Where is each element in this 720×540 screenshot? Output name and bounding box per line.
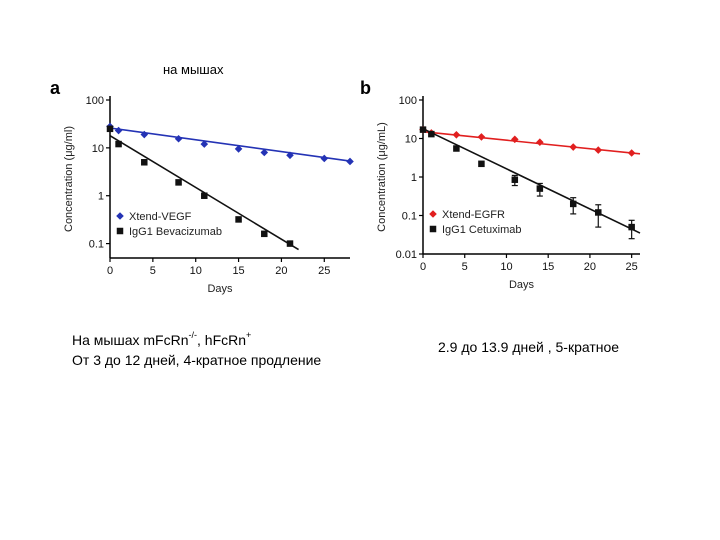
legend-marker-0 <box>429 210 437 218</box>
caption-right: 2.9 до 13.9 дней , 5-кратное <box>438 339 620 355</box>
data-point-square <box>428 130 435 138</box>
y-axis-title: Concentration (μg/mL) <box>376 122 388 232</box>
y-tick-label: 0.01 <box>396 249 417 261</box>
caption-left-sup2: + <box>246 330 252 341</box>
x-tick-label: 5 <box>150 265 156 277</box>
legend-marker-1 <box>429 225 437 233</box>
caption-left-sup1: -/- <box>188 330 198 341</box>
data-point-square <box>115 140 122 148</box>
legend-label-1: IgG1 Cetuximab <box>442 224 521 236</box>
data-point-square <box>628 223 635 231</box>
x-tick-label: 0 <box>107 265 113 277</box>
data-point-diamond <box>234 145 243 153</box>
data-point-diamond <box>260 148 269 157</box>
x-axis-title: Days <box>207 283 233 295</box>
data-point-square <box>478 160 485 168</box>
data-point-diamond <box>627 149 636 157</box>
data-point-diamond <box>346 157 354 166</box>
legend-label-0: Xtend-VEGF <box>129 211 192 223</box>
caption-left: На мышах mFcRn-/-, hFcRn+ От 3 до 12 дне… <box>72 330 321 370</box>
data-point-square <box>595 209 602 216</box>
y-tick-label: 1 <box>411 172 417 184</box>
x-tick-label: 20 <box>584 261 596 273</box>
chart-panel-a: a 0.1 1 10 100 0 5 10 15 20 25 Days Concentration (μ… <box>50 78 354 295</box>
data-point-diamond <box>569 143 578 151</box>
y-axis-title: Concentration (μg/ml) <box>63 126 75 232</box>
panel-letter-b: b <box>360 78 371 98</box>
data-point-square <box>106 125 114 133</box>
data-point-diamond <box>511 135 519 144</box>
data-point-square <box>419 126 427 133</box>
data-point-square <box>175 179 182 186</box>
x-tick-label: 15 <box>232 265 244 277</box>
x-tick-label: 20 <box>275 265 287 277</box>
data-point-square <box>453 145 460 152</box>
y-tick-label: 1 <box>98 191 104 203</box>
legend-label-0: Xtend-EGFR <box>442 209 505 221</box>
y-tick-label: 100 <box>86 95 104 107</box>
x-tick-label: 10 <box>500 261 512 273</box>
header-label: на мышах <box>163 62 224 77</box>
caption-left-middle: , hFcRn <box>197 332 247 348</box>
y-tick-label: 0.1 <box>402 211 417 223</box>
x-tick-label: 15 <box>542 261 554 273</box>
caption-left-prefix: На мышах mFcRn <box>72 332 189 348</box>
data-point-diamond <box>174 134 183 143</box>
data-point-square <box>261 230 268 238</box>
data-point-square <box>569 200 577 208</box>
y-tick-label: 10 <box>92 143 104 155</box>
data-point-diamond <box>114 126 123 135</box>
data-point-square <box>511 176 519 183</box>
data-point-diamond <box>477 133 486 141</box>
y-tick-label: 0.1 <box>89 239 104 251</box>
data-point-square <box>286 240 294 247</box>
data-point-square <box>201 192 208 199</box>
x-tick-label: 10 <box>190 265 202 277</box>
x-tick-label: 0 <box>420 261 426 273</box>
data-point-diamond <box>536 138 544 147</box>
x-tick-label: 25 <box>318 265 330 277</box>
data-point-diamond <box>320 154 329 163</box>
caption-left-line2: От 3 до 12 дней, 4-кратное продление <box>72 352 322 368</box>
x-tick-label: 5 <box>462 261 468 273</box>
fit-line-0 <box>109 127 351 162</box>
chart-panel-b: b 0.01 0.1 1 10 100 0 5 10 15 20 25 Days Concentratio… <box>360 78 641 291</box>
legend-marker-1 <box>116 227 124 235</box>
data-point-diamond <box>452 130 461 139</box>
y-tick-label: 10 <box>405 134 417 146</box>
y-tick-label: 100 <box>399 95 417 107</box>
x-tick-label: 25 <box>626 261 638 273</box>
data-point-square <box>536 185 544 192</box>
legend-marker-0 <box>116 212 124 220</box>
legend-label-1: IgG1 Bevacizumab <box>129 226 222 238</box>
data-point-diamond <box>594 146 603 154</box>
data-point-square <box>235 216 242 223</box>
x-axis-title: Days <box>509 279 535 291</box>
panel-letter-a: a <box>50 78 61 98</box>
data-point-square <box>141 159 148 166</box>
caption-left-line1: На мышах mFcRn-/-, hFcRn+ <box>72 330 321 350</box>
